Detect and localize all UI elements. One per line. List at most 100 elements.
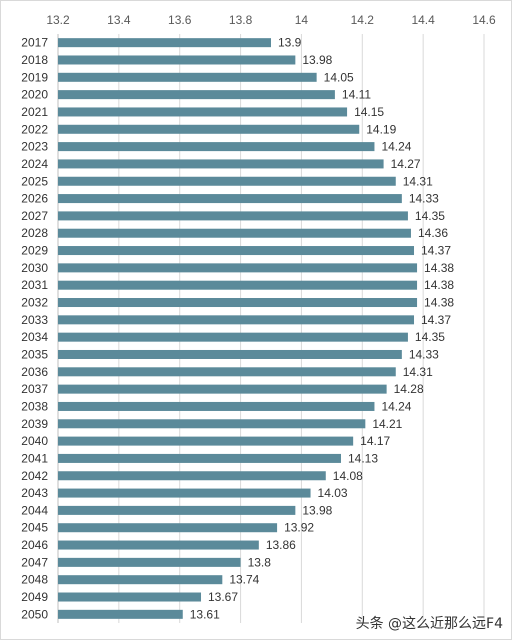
y-tick-label: 2046 [21, 538, 48, 552]
y-tick-label: 2035 [21, 347, 48, 361]
data-label: 14.15 [354, 105, 384, 119]
bar [58, 107, 348, 117]
y-tick-label: 2038 [21, 399, 48, 413]
y-tick-label: 2019 [21, 70, 48, 84]
y-tick-label: 2018 [21, 53, 48, 67]
y-tick-label: 2049 [21, 590, 48, 604]
y-tick-label: 2042 [21, 469, 48, 483]
bar [58, 90, 335, 100]
data-label: 14.38 [424, 278, 454, 292]
bar [58, 505, 296, 515]
bar [58, 592, 202, 602]
x-tick-label: 13.8 [229, 13, 253, 27]
bar [58, 194, 402, 204]
y-tick-label: 2034 [21, 330, 48, 344]
bar [58, 124, 360, 134]
y-tick-label: 2044 [21, 503, 48, 517]
x-tick-label: 13.2 [46, 13, 70, 27]
data-label: 13.86 [266, 538, 296, 552]
bar [58, 280, 418, 290]
data-label: 14.17 [360, 434, 390, 448]
watermark: 头条 @这么近那么远F4 [355, 616, 503, 632]
data-label: 13.9 [278, 36, 302, 50]
x-tick-label: 13.6 [168, 13, 192, 27]
x-tick-label: 14 [295, 13, 309, 27]
data-label: 13.98 [302, 503, 332, 517]
bar [58, 488, 311, 498]
data-label: 14.28 [394, 382, 424, 396]
data-label: 14.24 [381, 140, 411, 154]
y-tick-label: 2027 [21, 209, 48, 223]
bar [58, 471, 326, 481]
bar [58, 315, 415, 325]
bar [58, 263, 418, 273]
data-label: 13.98 [302, 53, 332, 67]
y-tick-label: 2026 [21, 192, 48, 206]
y-tick-label: 2043 [21, 486, 48, 500]
data-label: 14.27 [391, 157, 421, 171]
bar [58, 609, 183, 619]
bar [58, 72, 317, 82]
bar [58, 176, 396, 186]
y-tick-label: 2037 [21, 382, 48, 396]
bar [58, 384, 387, 394]
bar [58, 142, 375, 152]
bar [58, 228, 411, 238]
y-tick-label: 2029 [21, 244, 48, 258]
bar [58, 349, 402, 359]
data-label: 14.05 [324, 70, 354, 84]
y-tick-label: 2045 [21, 521, 48, 535]
bar [58, 55, 296, 65]
data-label: 14.33 [409, 192, 439, 206]
bar [58, 419, 366, 429]
y-tick-label: 2048 [21, 573, 48, 587]
x-tick-label: 14.4 [411, 13, 435, 27]
y-tick-label: 2020 [21, 88, 48, 102]
y-tick-label: 2028 [21, 226, 48, 240]
data-label: 14.35 [415, 330, 445, 344]
data-label: 14.36 [418, 226, 448, 240]
data-label: 14.33 [409, 347, 439, 361]
y-tick-label: 2033 [21, 313, 48, 327]
bar [58, 575, 223, 585]
bar [58, 159, 384, 169]
bar [58, 557, 241, 567]
y-tick-label: 2017 [21, 36, 48, 50]
bar [58, 246, 415, 256]
y-tick-label: 2031 [21, 278, 48, 292]
data-label: 13.61 [190, 607, 220, 621]
bar [58, 401, 375, 411]
data-label: 13.67 [208, 590, 238, 604]
bar [58, 298, 418, 308]
data-label: 14.03 [318, 486, 348, 500]
data-label: 13.8 [248, 555, 272, 569]
bar [58, 523, 278, 533]
y-tick-label: 2030 [21, 261, 48, 275]
y-tick-label: 2047 [21, 555, 48, 569]
data-label: 14.37 [421, 313, 451, 327]
data-label: 14.38 [424, 296, 454, 310]
y-tick-label: 2025 [21, 174, 48, 188]
bar [58, 38, 271, 48]
bar [58, 540, 259, 550]
data-label: 13.74 [229, 573, 259, 587]
y-tick-label: 2032 [21, 296, 48, 310]
data-label: 14.31 [403, 174, 433, 188]
bar [58, 367, 396, 377]
bar [58, 211, 408, 221]
x-tick-label: 14.2 [351, 13, 375, 27]
data-label: 14.11 [342, 88, 371, 102]
data-label: 14.35 [415, 209, 445, 223]
y-tick-label: 2022 [21, 122, 48, 136]
x-tick-label: 14.6 [472, 13, 496, 27]
data-label: 14.38 [424, 261, 454, 275]
y-tick-label: 2036 [21, 365, 48, 379]
bar [58, 436, 354, 446]
data-label: 14.21 [372, 417, 402, 431]
y-tick-label: 2023 [21, 140, 48, 154]
x-tick-label: 13.4 [107, 13, 131, 27]
y-tick-label: 2041 [21, 451, 48, 465]
data-label: 14.37 [421, 244, 451, 258]
